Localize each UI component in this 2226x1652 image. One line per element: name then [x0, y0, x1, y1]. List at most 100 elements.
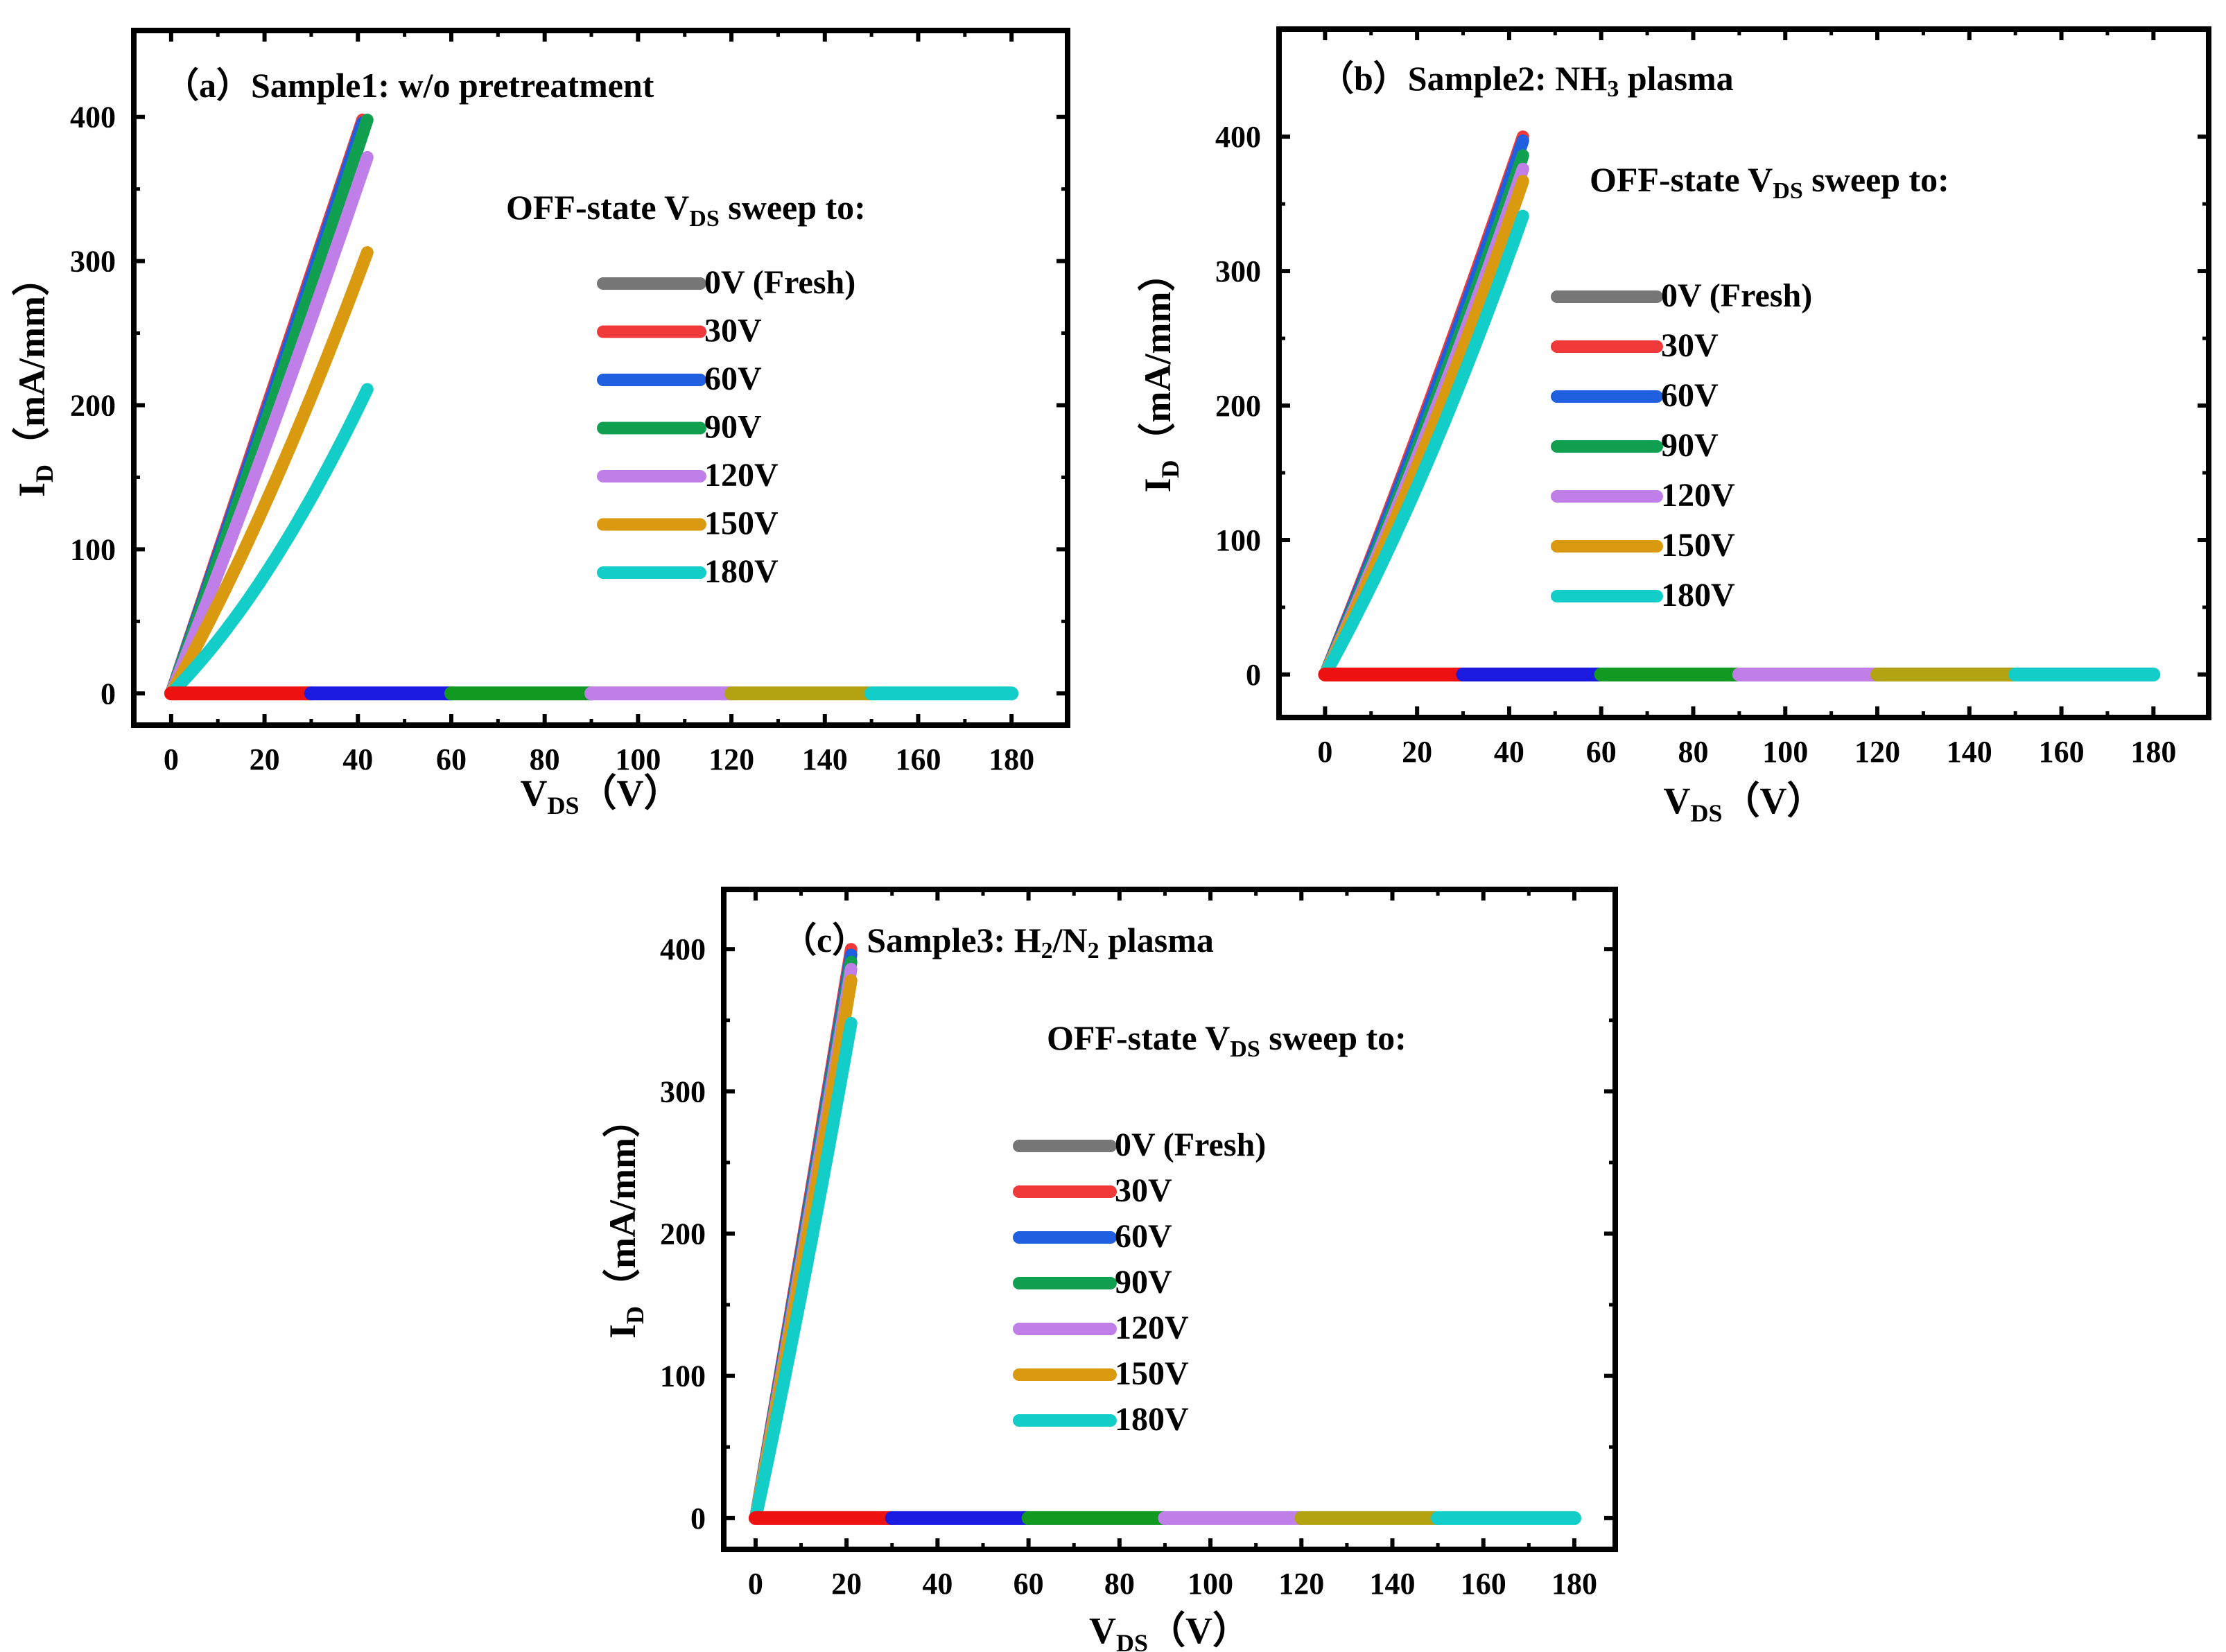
y-tick-label: 400	[70, 101, 116, 134]
x-tick-label: 0	[1317, 735, 1332, 769]
panel-title-part: （a）Sample1: w/o pretreatment	[164, 66, 654, 105]
panel-title-part: plasma	[1099, 921, 1214, 959]
series-line	[164, 246, 374, 700]
legend-label: 120V	[704, 457, 779, 494]
x-axis-label-main: V	[520, 772, 547, 814]
panel-title: （a）Sample1: w/o pretreatment	[164, 66, 654, 105]
x-tick-label: 100	[1188, 1567, 1233, 1601]
y-axis-label-sub: D	[1156, 460, 1184, 478]
legend-label: 120V	[1115, 1310, 1189, 1346]
legend-title-prefix: OFF-state V	[506, 188, 689, 227]
legend-title: OFF-state VDS sweep to:	[1590, 160, 1949, 204]
x-axis-label-sub: DS	[1690, 799, 1722, 827]
panel-title-part: plasma	[1619, 59, 1733, 98]
y-tick-label: 100	[660, 1359, 706, 1393]
x-tick-label: 120	[708, 742, 754, 776]
x-tick-label: 120	[1854, 735, 1900, 769]
y-axis-label-main: I	[1137, 478, 1179, 492]
x-tick-label: 160	[895, 742, 941, 776]
x-tick-label: 140	[1370, 1567, 1416, 1601]
x-axis-label-main: V	[1089, 1610, 1116, 1651]
legend-label: 0V (Fresh)	[704, 264, 855, 301]
y-axis-label: ID（mA/mm）	[11, 259, 58, 497]
x-axis-label: VDS（V）	[520, 772, 681, 819]
x-tick-label: 60	[1014, 1567, 1044, 1601]
panel-c: 0 20 40 60 80 100 120 140 160 180 0 100 200 300 400 （c）…	[602, 887, 1618, 1652]
x-tick-label: 160	[1461, 1567, 1506, 1601]
panel-title-sub: 3	[1607, 76, 1619, 102]
x-axis-label-sub: DS	[1116, 1629, 1148, 1652]
legend-title-prefix: OFF-state V	[1590, 160, 1773, 199]
y-tick-label: 300	[70, 245, 116, 279]
y-tick-label: 0	[690, 1502, 706, 1536]
legend-label: 120V	[1661, 477, 1735, 514]
x-tick-label: 40	[922, 1567, 953, 1601]
x-axis-label-unit: （V）	[580, 772, 681, 814]
x-tick-label: 180	[989, 742, 1034, 776]
x-tick-label: 80	[530, 742, 560, 776]
y-axis-label-unit: （mA/mm）	[1137, 254, 1179, 460]
panel-title-part: （c）Sample3: H	[782, 921, 1041, 959]
legend-label: 180V	[1115, 1401, 1189, 1438]
x-tick-label: 140	[802, 742, 848, 776]
y-axis-label: ID（mA/mm）	[602, 1100, 649, 1339]
series-line	[749, 1016, 858, 1524]
legend-label: 90V	[1115, 1264, 1172, 1301]
panel-title: （c）Sample3: H2/N2 plasma	[782, 921, 1214, 964]
x-axis-label-sub: DS	[547, 792, 579, 819]
x-tick-label: 20	[1402, 735, 1432, 769]
legend-label: 60V	[704, 360, 762, 397]
x-tick-label: 100	[615, 742, 661, 776]
legend-label: 30V	[1115, 1172, 1172, 1209]
x-tick-label: 0	[164, 742, 179, 776]
legend-label: 60V	[1115, 1218, 1172, 1255]
y-tick-label: 400	[660, 932, 706, 966]
x-tick-label: 60	[436, 742, 467, 776]
y-tick-label: 100	[70, 532, 116, 566]
x-axis-label-main: V	[1663, 780, 1690, 821]
legend-label: 150V	[1115, 1355, 1189, 1392]
x-axis-label-unit: （V）	[1148, 1610, 1250, 1651]
series-line	[164, 383, 374, 700]
y-tick-label: 300	[1215, 254, 1261, 288]
legend-label: 150V	[704, 505, 779, 542]
legend-label: 180V	[704, 553, 779, 590]
legend-label: 90V	[704, 409, 762, 446]
y-tick-label: 200	[1215, 389, 1261, 423]
legend-title-sub: DS	[689, 206, 719, 232]
x-tick-label: 120	[1278, 1567, 1324, 1601]
y-axis-label-sub: D	[621, 1306, 649, 1324]
x-axis-label-unit: （V）	[1723, 780, 1825, 821]
x-axis-label: VDS（V）	[1089, 1610, 1250, 1652]
panel-title: （b）Sample2: NH3 plasma	[1319, 59, 1734, 102]
x-tick-label: 180	[2130, 735, 2176, 769]
legend-title-suffix: sweep to:	[720, 188, 866, 227]
legend-label: 90V	[1661, 427, 1719, 464]
x-tick-label: 40	[1494, 735, 1524, 769]
legend-title-sub: DS	[1773, 178, 1802, 204]
legend-title: OFF-state VDS sweep to:	[1047, 1018, 1407, 1062]
y-axis-label-unit: （mA/mm）	[11, 259, 53, 464]
panel-b: 0 20 40 60 80 100 120 140 160 180 0 100 200 300 400 （b）…	[1137, 26, 2211, 827]
panel-title-part: /N	[1052, 921, 1088, 959]
legend-title-suffix: sweep to:	[1803, 160, 1949, 199]
panel-title-sub: 2	[1088, 938, 1099, 964]
x-tick-label: 80	[1104, 1567, 1135, 1601]
x-tick-label: 0	[748, 1567, 763, 1601]
legend-label: 30V	[704, 313, 762, 349]
x-tick-label: 180	[1551, 1567, 1597, 1601]
panel-title-part: （b）Sample2: NH	[1319, 59, 1607, 98]
y-tick-label: 200	[660, 1217, 706, 1251]
legend-label: 0V (Fresh)	[1661, 277, 1812, 314]
x-tick-label: 140	[1947, 735, 1992, 769]
x-tick-label: 100	[1762, 735, 1808, 769]
legend-label: 30V	[1661, 327, 1719, 364]
x-axis-label: VDS（V）	[1663, 780, 1824, 827]
x-tick-label: 20	[250, 742, 280, 776]
y-axis-label: ID（mA/mm）	[1137, 254, 1184, 493]
legend-label: 60V	[1661, 377, 1719, 414]
legend-title: OFF-state VDS sweep to:	[506, 188, 866, 232]
y-tick-label: 300	[660, 1075, 706, 1108]
x-tick-label: 20	[831, 1567, 862, 1601]
